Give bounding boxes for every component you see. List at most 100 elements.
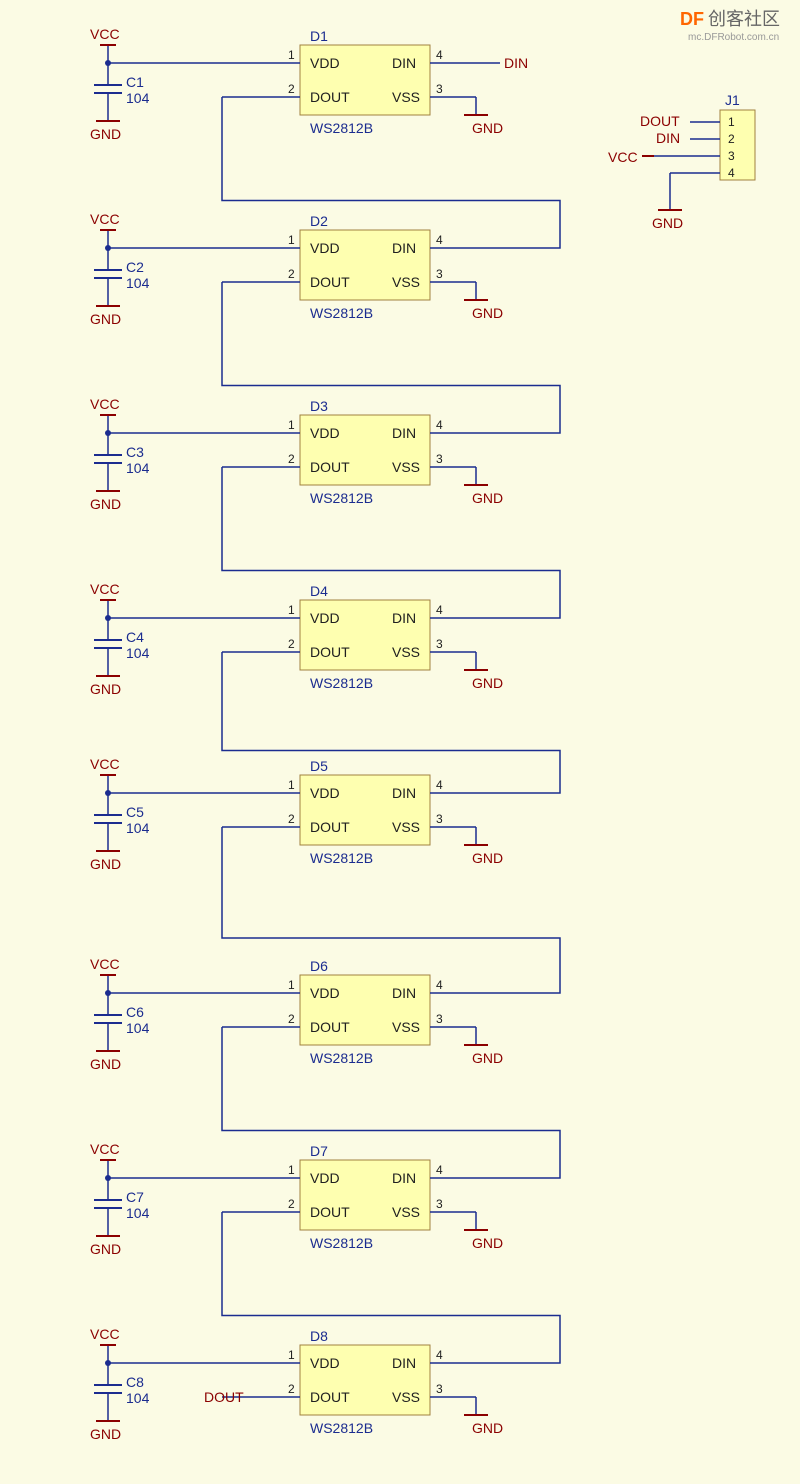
svg-text:4: 4 [436,1348,443,1362]
vss-gnd-label: GND [472,305,503,321]
vcc-label: VCC [90,756,120,772]
j1-pin-4: 4 [728,166,735,180]
cap-gnd-label: GND [90,126,121,142]
vcc-label: VCC [90,1326,120,1342]
ic-part: WS2812B [310,1420,373,1436]
watermark-brand-pre: DF [680,9,704,29]
units-container: D1WS2812BVDDDINDOUTVSS1243VCCC1104GNDGND… [90,26,560,1442]
cap-ref: C5 [126,804,144,820]
pin-vdd-label: VDD [310,1355,340,1371]
ic-part: WS2812B [310,120,373,136]
cap-val: 104 [126,1020,150,1036]
svg-text:1: 1 [288,978,295,992]
svg-text:2: 2 [288,267,295,281]
svg-text:2: 2 [288,452,295,466]
pin-din-label: DIN [392,240,416,256]
svg-text:1: 1 [288,603,295,617]
ic-ref: D6 [310,958,328,974]
cap-ref: C4 [126,629,144,645]
vcc-label: VCC [90,956,120,972]
chain-wire [222,282,560,433]
pin-vdd-label: VDD [310,1170,340,1186]
svg-text:3: 3 [436,82,443,96]
pin-vss-label: VSS [392,274,420,290]
svg-text:1: 1 [288,48,295,62]
connector-j1: J1 1 2 3 4 DOUT DIN VCC GND [608,92,755,231]
svg-text:1: 1 [288,1163,295,1177]
pin-dout-label: DOUT [310,459,350,475]
cap-gnd-label: GND [90,856,121,872]
svg-text:3: 3 [436,267,443,281]
vcc-label: VCC [90,581,120,597]
svg-text:2: 2 [288,812,295,826]
cap-val: 104 [126,460,150,476]
cap-gnd-label: GND [90,1426,121,1442]
pin-vdd-label: VDD [310,985,340,1001]
dout-net-label: DOUT [204,1389,244,1405]
ic-ref: D2 [310,213,328,229]
pin-vdd-label: VDD [310,610,340,626]
j1-net-dout: DOUT [640,113,680,129]
cap-gnd-label: GND [90,1056,121,1072]
pin-vss-label: VSS [392,819,420,835]
cap-gnd-label: GND [90,311,121,327]
ic-part: WS2812B [310,1050,373,1066]
pin-vdd-label: VDD [310,240,340,256]
pin-din-label: DIN [392,610,416,626]
vss-gnd-label: GND [472,1420,503,1436]
cap-val: 104 [126,1390,150,1406]
ic-ref: D5 [310,758,328,774]
pin-dout-label: DOUT [310,1389,350,1405]
svg-text:1: 1 [288,418,295,432]
ic-ref: D3 [310,398,328,414]
pin-din-label: DIN [392,1355,416,1371]
pin-vss-label: VSS [392,1019,420,1035]
pin-dout-label: DOUT [310,1019,350,1035]
chain-wire [222,1027,560,1178]
svg-text:3: 3 [436,812,443,826]
vss-gnd-label: GND [472,850,503,866]
cap-gnd-label: GND [90,681,121,697]
pin-dout-label: DOUT [310,89,350,105]
ic-ref: D8 [310,1328,328,1344]
svg-text:4: 4 [436,48,443,62]
pin-din-label: DIN [392,55,416,71]
unit-D8: D8WS2812BVDDDINDOUTVSS1243VCCC8104GNDGND… [90,1326,503,1442]
ic-part: WS2812B [310,305,373,321]
pin-din-label: DIN [392,985,416,1001]
cap-ref: C2 [126,259,144,275]
cap-val: 104 [126,1205,150,1221]
watermark-brand: 创客社区 [708,9,780,29]
ic-ref: D4 [310,583,328,599]
pin-dout-label: DOUT [310,1204,350,1220]
j1-ref: J1 [725,92,740,108]
cap-ref: C1 [126,74,144,90]
chain-wire [222,652,560,793]
chain-wire [222,827,560,993]
cap-ref: C7 [126,1189,144,1205]
cap-ref: C3 [126,444,144,460]
svg-text:4: 4 [436,778,443,792]
j1-pin-2: 2 [728,132,735,146]
pin-vss-label: VSS [392,459,420,475]
svg-text:4: 4 [436,603,443,617]
ic-part: WS2812B [310,490,373,506]
svg-text:2: 2 [288,1382,295,1396]
pin-vss-label: VSS [392,89,420,105]
pin-dout-label: DOUT [310,274,350,290]
svg-text:1: 1 [288,778,295,792]
vss-gnd-label: GND [472,675,503,691]
svg-text:4: 4 [436,233,443,247]
svg-text:3: 3 [436,637,443,651]
pin-din-label: DIN [392,1170,416,1186]
j1-net-vcc: VCC [608,149,638,165]
cap-val: 104 [126,645,150,661]
svg-text:1: 1 [288,1348,295,1362]
j1-pin-1: 1 [728,115,735,129]
pin-vdd-label: VDD [310,425,340,441]
chain-wire [222,97,560,248]
ic-part: WS2812B [310,1235,373,1251]
pin-vdd-label: VDD [310,785,340,801]
svg-text:1: 1 [288,233,295,247]
j1-net-gnd: GND [652,215,683,231]
